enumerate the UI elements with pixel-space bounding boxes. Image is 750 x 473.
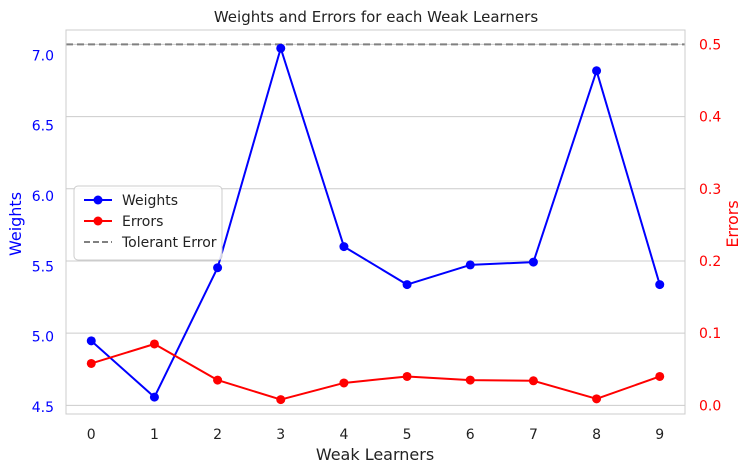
x-tick-label: 0 (87, 427, 96, 443)
y-left-axis-ticks: 4.5 5.0 5.5 6.0 6.5 7.0 (32, 48, 54, 416)
errors-series-line (90, 342, 661, 401)
errors-point (149, 339, 159, 349)
y-left-tick-label: 6.5 (32, 119, 54, 135)
errors-point (592, 394, 602, 404)
y-left-tick-label: 7.0 (32, 48, 54, 64)
x-tick-label: 1 (150, 427, 159, 443)
errors-point (655, 371, 665, 381)
y-right-tick-label: 0.4 (699, 110, 721, 126)
y-right-tick-label: 0.2 (699, 254, 721, 270)
y-right-tick-label: 0.3 (699, 182, 721, 198)
weights-point (86, 336, 96, 346)
series-lines (90, 47, 661, 401)
y-left-tick-label: 4.5 (32, 400, 54, 416)
x-tick-label: 9 (655, 427, 664, 443)
x-axis-title: Weak Learners (316, 445, 434, 464)
x-tick-label: 3 (276, 427, 285, 443)
weights-point (528, 257, 538, 267)
y-right-axis-title: Errors (723, 200, 742, 247)
y-left-tick-label: 6.0 (32, 189, 54, 205)
y-left-axis-title: Weights (6, 192, 25, 256)
y-left-tick-label: 5.0 (32, 330, 54, 346)
errors-point (276, 395, 286, 405)
weights-point (276, 43, 286, 53)
y-right-tick-label: 0.5 (699, 37, 721, 53)
weights-series-line (90, 47, 661, 399)
weights-point (213, 263, 223, 273)
weights-point (402, 280, 412, 290)
errors-point (402, 371, 412, 381)
y-left-tick-label: 5.5 (32, 259, 54, 275)
x-tick-label: 7 (529, 427, 538, 443)
errors-point (465, 375, 475, 385)
errors-point (339, 378, 349, 388)
weights-point (592, 66, 602, 76)
x-axis-ticks: 0 1 2 3 4 5 6 7 8 9 (87, 427, 664, 443)
errors-point (213, 375, 223, 385)
x-tick-label: 5 (403, 427, 412, 443)
errors-point (86, 358, 96, 368)
legend-marker-weights (93, 195, 103, 205)
plot-frame (65, 29, 686, 415)
legend: Weights Errors Tolerant Error (73, 185, 223, 261)
weights-point (655, 280, 665, 290)
y-right-tick-label: 0.1 (699, 326, 721, 342)
weights-point (149, 392, 159, 402)
legend-label-weights: Weights (122, 193, 178, 209)
x-tick-label: 8 (592, 427, 601, 443)
x-tick-label: 4 (339, 427, 348, 443)
errors-point (528, 376, 538, 386)
y-right-axis-ticks: 0.0 0.1 0.2 0.3 0.4 0.5 (699, 37, 721, 414)
weights-point (465, 260, 475, 270)
legend-marker-errors (93, 216, 103, 226)
y-right-tick-label: 0.0 (699, 398, 721, 414)
chart-title: Weights and Errors for each Weak Learner… (214, 8, 538, 26)
legend-label-tolerant-error: Tolerant Error (121, 235, 217, 251)
x-tick-label: 6 (466, 427, 475, 443)
legend-label-errors: Errors (122, 214, 163, 230)
x-tick-label: 2 (213, 427, 222, 443)
weights-point (339, 242, 349, 252)
series-markers (86, 43, 665, 405)
